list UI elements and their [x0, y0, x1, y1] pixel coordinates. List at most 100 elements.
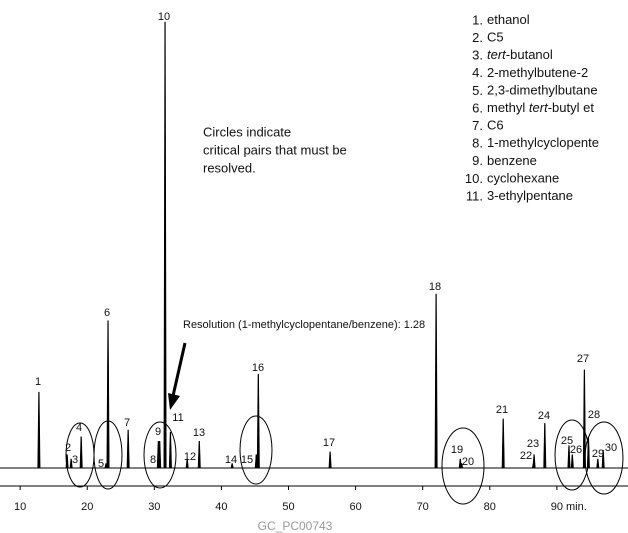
peak-label: 30 — [605, 442, 617, 454]
key-name: tert-butanol — [487, 48, 553, 63]
peak-label: 9 — [155, 426, 161, 438]
peak-label: 16 — [252, 362, 264, 374]
key-name: 3-ethylpentane — [487, 188, 573, 203]
critical-pair-circle — [143, 421, 177, 489]
key-number: 10. — [465, 171, 483, 186]
peak — [126, 429, 130, 469]
peak — [532, 454, 536, 469]
key-name-part: cyclohexane — [487, 171, 559, 186]
peak-label: 24 — [538, 410, 550, 422]
peak — [567, 445, 571, 469]
key-number: 9. — [472, 153, 483, 168]
peak — [328, 451, 332, 469]
peak-label: 21 — [496, 404, 508, 416]
caption: GC_PC00743 — [258, 519, 333, 533]
peak — [185, 458, 189, 469]
peak-label: 7 — [124, 417, 130, 429]
peak-label: 25 — [561, 435, 573, 447]
peak-label: 2 — [65, 442, 71, 454]
peak — [197, 440, 201, 469]
key-name-part: tert — [529, 100, 549, 115]
x-tick-label: 40 — [215, 501, 227, 513]
key-number: 6. — [472, 100, 483, 115]
critical-pair-circle — [239, 415, 273, 485]
key-number: 2. — [472, 30, 483, 45]
peak — [543, 423, 547, 469]
peak — [460, 463, 464, 469]
peak-label: 8 — [150, 454, 156, 466]
peak — [596, 458, 600, 469]
key-name: 1-methylcyclopente — [487, 136, 599, 151]
peak — [163, 21, 167, 469]
peak-label: 20 — [462, 456, 474, 468]
key-name-part: -butanol — [506, 48, 553, 63]
key-number: 11. — [466, 188, 483, 203]
peak — [158, 440, 162, 469]
peak-label: 10 — [158, 11, 170, 23]
peak-label: 6 — [104, 307, 110, 319]
peak — [230, 463, 234, 469]
x-tick-label: 20 — [81, 501, 93, 513]
peak-label: 18 — [429, 281, 441, 293]
peak-label: 14 — [225, 454, 237, 466]
key-name: 2,3-dimethylbutane — [487, 83, 598, 98]
peak — [37, 391, 41, 469]
key-name: C5 — [487, 30, 504, 45]
key-name: C6 — [487, 118, 504, 133]
annotation: resolved. — [203, 160, 256, 175]
peak-label: 19 — [451, 444, 463, 456]
key-name: 2-methylbutene-2 — [487, 65, 588, 80]
peak — [434, 293, 438, 469]
key-name-part: 2-methylbutene-2 — [487, 65, 588, 80]
peak-label: 4 — [76, 422, 82, 434]
annotation: Circles indicate — [203, 124, 291, 139]
peak-label: 28 — [588, 409, 600, 421]
peak — [106, 320, 110, 469]
peak — [69, 458, 73, 469]
key-name: methyl tert-butyl et — [487, 100, 594, 115]
peak-label: 15 — [241, 454, 253, 466]
arrow-head — [168, 393, 180, 410]
peak — [501, 418, 505, 469]
key-name-part: -butyl et — [548, 100, 595, 115]
annotation: critical pairs that must be — [203, 142, 347, 157]
peak — [601, 449, 605, 469]
key-name-part: 3-ethylpentane — [487, 188, 573, 203]
peak-label: 5 — [98, 458, 104, 470]
x-tick-label: 30 — [148, 501, 160, 513]
x-tick-label: 10 — [14, 501, 26, 513]
peak — [65, 454, 69, 469]
key-name: ethanol — [487, 12, 530, 27]
peak-label: 11 — [172, 412, 183, 424]
peak — [570, 454, 574, 469]
peak-label: 17 — [323, 437, 335, 449]
peak-label: 26 — [570, 444, 582, 456]
x-tick-label: 80 — [484, 501, 496, 513]
key-name-part: ethanol — [487, 12, 530, 27]
peak-label: 22 — [520, 450, 532, 462]
peak-label: 27 — [577, 353, 589, 365]
critical-pair-circle — [441, 427, 485, 505]
key-number: 7. — [472, 118, 483, 133]
arrow — [171, 342, 187, 397]
x-tick-label: 90 — [551, 501, 563, 513]
x-tick-label: 50 — [282, 501, 294, 513]
x-tick-label: 60 — [349, 501, 361, 513]
key-number: 3. — [472, 48, 483, 63]
resolution-note: Resolution (1-methylcyclopentane/benzene… — [183, 319, 425, 331]
peak-label: 3 — [72, 454, 78, 466]
key-name: benzene — [487, 153, 537, 168]
key-name-part: benzene — [487, 153, 537, 168]
key-name-part: C6 — [487, 118, 504, 133]
peak — [168, 432, 172, 469]
peak — [256, 374, 260, 469]
peak-label: 12 — [184, 451, 196, 463]
key-number: 8. — [472, 136, 483, 151]
x-tick-label: 70 — [417, 501, 429, 513]
peak-label: 13 — [193, 427, 205, 439]
key-name-part: 1-methylcyclopente — [487, 136, 599, 151]
key-number: 5. — [472, 83, 483, 98]
peak — [586, 436, 590, 469]
peak — [582, 369, 586, 469]
peak — [79, 436, 83, 469]
